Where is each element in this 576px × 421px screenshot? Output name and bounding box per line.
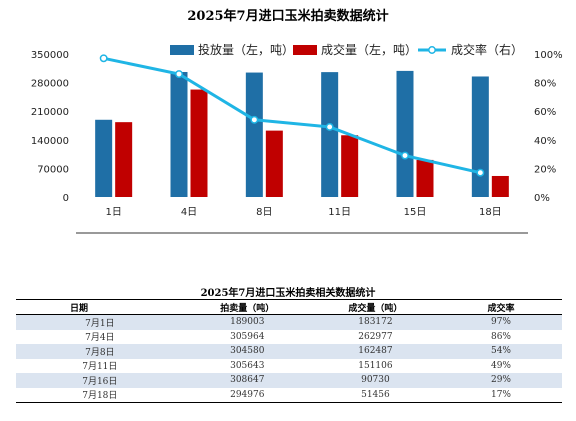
cell-date: 7月8日 (16, 344, 184, 359)
deal-rate-point (476, 168, 485, 177)
cell-deal-volume: 90730 (310, 373, 440, 388)
cell-deal-volume: 151106 (358, 360, 393, 371)
cell-auction-volume: 305643 (230, 360, 265, 371)
header-date: 日期 (16, 299, 184, 315)
cell-deal-volume: 262977 (358, 331, 393, 342)
legend-swatch (293, 45, 317, 55)
bar-supply (321, 72, 339, 197)
legend-marker (428, 46, 436, 54)
cell-auction-volume: 294976 (183, 387, 311, 403)
cell-deal-volume: 51456 (310, 387, 440, 403)
bar-deal (115, 122, 133, 197)
x-tick-label: 18日 (479, 207, 502, 218)
table-row: 7月16日 308647 90730 29% (16, 373, 562, 388)
chart-title: 2025年7月进口玉米拍卖数据统计 (187, 8, 388, 24)
y-left-tick-label: 140000 (31, 136, 69, 147)
cell-auction-volume: 305964 (230, 331, 265, 342)
bar-supply (471, 76, 489, 197)
data-table: 日期 拍卖量（吨） 成交量（吨） 成交率 7月1日 189003 183172 … (16, 299, 562, 403)
cell-date: 7月4日 (85, 333, 115, 344)
table-header-row: 日期 拍卖量（吨） 成交量（吨） 成交率 (16, 299, 562, 315)
deal-rate-point (99, 54, 108, 63)
x-tick-label: 11日 (328, 207, 351, 218)
bar-supply (245, 72, 263, 197)
x-tick-label: 4日 (181, 207, 197, 218)
y-right-tick-label: 20% (534, 164, 556, 175)
cell-date: 7月11日 (82, 362, 118, 373)
table-row: 7月4日 305964 262977 86% (16, 330, 562, 345)
table-row: 7月1日 189003 183172 97% (16, 314, 562, 330)
bar-deal (491, 175, 509, 197)
deal-rate-point (401, 151, 409, 160)
cell-date: 7月16日 (16, 373, 184, 388)
header-deal-volume: 成交量（吨） (310, 299, 440, 315)
y-left-tick-label: 70000 (37, 164, 69, 175)
bar-deal (190, 89, 208, 197)
bar-deal (341, 135, 359, 197)
cell-deal-rate: 86% (490, 331, 511, 342)
y-right-tick-label: 0% (534, 193, 550, 204)
y-right-tick-label: 40% (534, 136, 556, 147)
legend-swatch (170, 45, 194, 55)
cell-deal-rate: 97% (439, 314, 562, 330)
table-row: 7月11日 305643 151106 49% (16, 359, 562, 374)
table-row: 7月8日 304580 162487 54% (16, 344, 562, 359)
table-row: 7月18日 294976 51456 17% (16, 387, 562, 403)
deal-rate-line (103, 56, 481, 175)
table-title: 2025年7月进口玉米拍卖相关数据统计 (200, 288, 376, 299)
cell-date: 7月18日 (16, 387, 184, 403)
header-deal-rate: 成交率 (439, 299, 562, 315)
deal-rate-point (325, 122, 334, 131)
cell-deal-rate: 49% (490, 360, 511, 371)
cell-deal-rate: 17% (439, 387, 562, 403)
legend-label: 成交量（左，吨） (321, 42, 417, 57)
y-right-tick-label: 100% (534, 50, 563, 61)
legend-label: 投放量（左，吨） (198, 42, 294, 57)
cell-auction-volume: 189003 (183, 314, 311, 330)
deal-rate-point (175, 70, 183, 78)
y-left-tick-label: 210000 (31, 107, 69, 118)
legend-label: 成交率（右） (451, 42, 523, 57)
cell-auction-volume: 304580 (183, 344, 311, 359)
cell-date: 7月1日 (16, 314, 184, 330)
y-left-tick-label: 0 (63, 193, 69, 204)
header-auction-volume: 拍卖量（吨） (183, 299, 311, 315)
bar-supply (95, 119, 113, 197)
y-left-tick-label: 350000 (31, 50, 69, 61)
x-tick-label: 1日 (105, 207, 121, 218)
y-right-tick-label: 60% (534, 107, 556, 118)
deal-rate-point (250, 115, 259, 124)
y-left-tick-label: 280000 (31, 79, 69, 90)
x-tick-label: 15日 (404, 207, 427, 218)
chart: 2025年7月进口玉米拍卖数据统计 0 70000 140000 210000 2800… (31, 8, 563, 234)
bar-supply (396, 70, 414, 197)
y-right-tick-label: 80% (534, 79, 556, 90)
cell-deal-volume: 162487 (310, 344, 440, 359)
x-tick-label: 8日 (256, 207, 272, 218)
bar-deal (265, 130, 283, 197)
bar-supply (170, 71, 188, 197)
bar-deal (416, 159, 434, 197)
cell-deal-rate: 54% (439, 344, 562, 359)
cell-auction-volume: 308647 (183, 373, 311, 388)
cell-deal-volume: 183172 (310, 314, 440, 330)
cell-deal-rate: 29% (439, 373, 562, 388)
